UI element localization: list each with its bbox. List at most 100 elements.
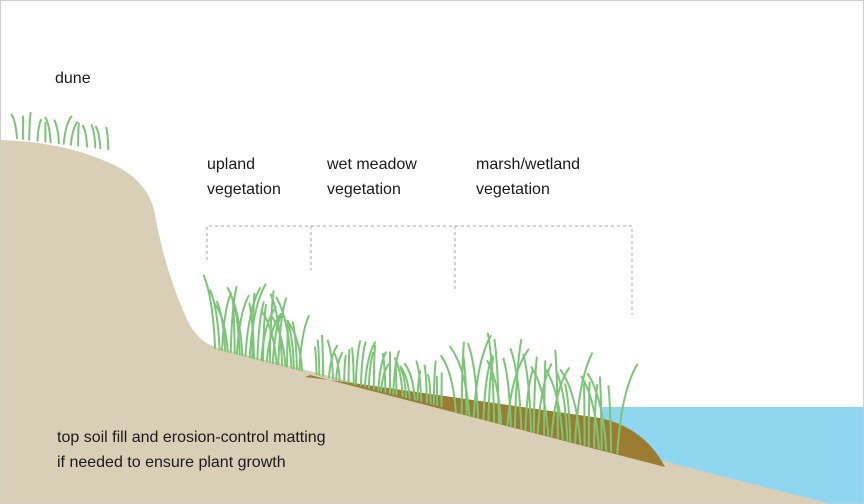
- grass-blade: [544, 367, 564, 441]
- grass-blade: [333, 352, 341, 382]
- grass-blade: [351, 347, 355, 385]
- grass-blade: [432, 360, 437, 406]
- label: vegetation: [207, 181, 281, 198]
- grass-blade: [587, 381, 591, 447]
- grass-blade: [509, 347, 523, 430]
- grass-blade: [381, 352, 387, 393]
- grass-blade: [367, 351, 375, 389]
- grass-blade: [260, 306, 277, 362]
- grass-blade: [226, 287, 244, 357]
- grass-blade: [415, 360, 423, 403]
- grass-blade: [291, 321, 298, 371]
- label: upland: [207, 156, 255, 173]
- grass-blade: [286, 320, 295, 370]
- grass-blade: [586, 372, 608, 452]
- grass-blade: [399, 365, 411, 400]
- grass-blade: [359, 341, 367, 387]
- grass-blade: [269, 293, 284, 367]
- grass-blade: [270, 315, 287, 368]
- grass-blade: [522, 353, 532, 433]
- grass-blade: [28, 111, 32, 141]
- grass-blade: [10, 113, 18, 140]
- topsoil: [305, 375, 665, 467]
- grass: [10, 111, 639, 455]
- grass-blade: [380, 363, 390, 392]
- grass-blade: [574, 352, 593, 444]
- grass-blade: [82, 124, 89, 148]
- grass-blade: [209, 289, 221, 351]
- grass-blade: [235, 294, 250, 355]
- grass-blade: [530, 366, 550, 437]
- grass-blade: [213, 302, 229, 353]
- grass-blade: [493, 338, 500, 424]
- grass-blade: [394, 361, 398, 396]
- grass-blade: [543, 360, 547, 436]
- grass-blade: [260, 310, 278, 366]
- grass-blade: [326, 339, 334, 380]
- grass-blade: [354, 340, 362, 386]
- grass-blade: [616, 363, 639, 455]
- grass-blade: [316, 339, 321, 376]
- label: if needed to ensure plant growth: [57, 454, 286, 471]
- grass-blade: [314, 346, 318, 376]
- grass-blade: [347, 348, 351, 384]
- grass-blade: [472, 335, 492, 418]
- grass-blade: [559, 368, 582, 445]
- grass-blade: [393, 357, 404, 398]
- grass-blade: [256, 301, 265, 361]
- grass-blade: [248, 302, 255, 360]
- grass-blade: [427, 374, 432, 405]
- label: vegetation: [476, 181, 550, 198]
- land: [0, 140, 830, 504]
- grass-blade: [251, 292, 256, 359]
- grass-blade: [564, 383, 572, 443]
- grass-blade: [202, 274, 217, 350]
- grass-blade: [77, 122, 80, 147]
- grass-blade: [69, 121, 79, 146]
- grass-blade: [53, 119, 60, 145]
- grass-blade: [487, 356, 495, 422]
- grass-blade: [62, 115, 73, 145]
- grass-blade: [36, 118, 42, 142]
- label: vegetation: [327, 181, 401, 198]
- grass-blade: [502, 357, 512, 427]
- grass-blade: [343, 354, 347, 383]
- grass-blade: [268, 290, 275, 364]
- grass-blade: [271, 313, 283, 365]
- grass-blade: [298, 315, 310, 371]
- grass-blade: [449, 345, 471, 417]
- grass-blade: [462, 355, 468, 416]
- grass-blade: [556, 372, 569, 442]
- grass-blade: [286, 319, 304, 372]
- grass-blade: [377, 351, 387, 392]
- label: marsh/wetland: [476, 156, 580, 173]
- brackets: [206, 225, 633, 315]
- grass-blade: [506, 348, 530, 427]
- grass-blade: [95, 125, 102, 150]
- grass-blade: [423, 364, 428, 404]
- grass-blade: [607, 385, 613, 453]
- grass-blade: [262, 303, 267, 362]
- label: top soil fill and erosion-control mattin…: [57, 429, 326, 446]
- label: dune: [55, 70, 91, 87]
- grass-blade: [105, 126, 110, 151]
- bracket: [206, 225, 633, 315]
- grass-blade: [404, 363, 416, 401]
- label: wet meadow: [326, 156, 417, 173]
- grass-blade: [554, 349, 559, 440]
- grass-blade: [486, 360, 503, 425]
- grass-blade: [524, 369, 534, 431]
- grass-blade: [440, 355, 457, 413]
- grass-blade: [593, 383, 599, 449]
- grass-blade: [90, 124, 97, 149]
- grass-blade: [372, 344, 376, 390]
- grass-blade: [467, 342, 479, 419]
- grass-blade: [248, 283, 267, 359]
- grass-blade: [580, 375, 600, 450]
- grass-blade: [363, 341, 377, 388]
- grass-blade: [532, 356, 538, 433]
- grass-blade: [277, 297, 288, 366]
- grass-blade: [321, 334, 325, 377]
- grass-blade: [275, 296, 293, 369]
